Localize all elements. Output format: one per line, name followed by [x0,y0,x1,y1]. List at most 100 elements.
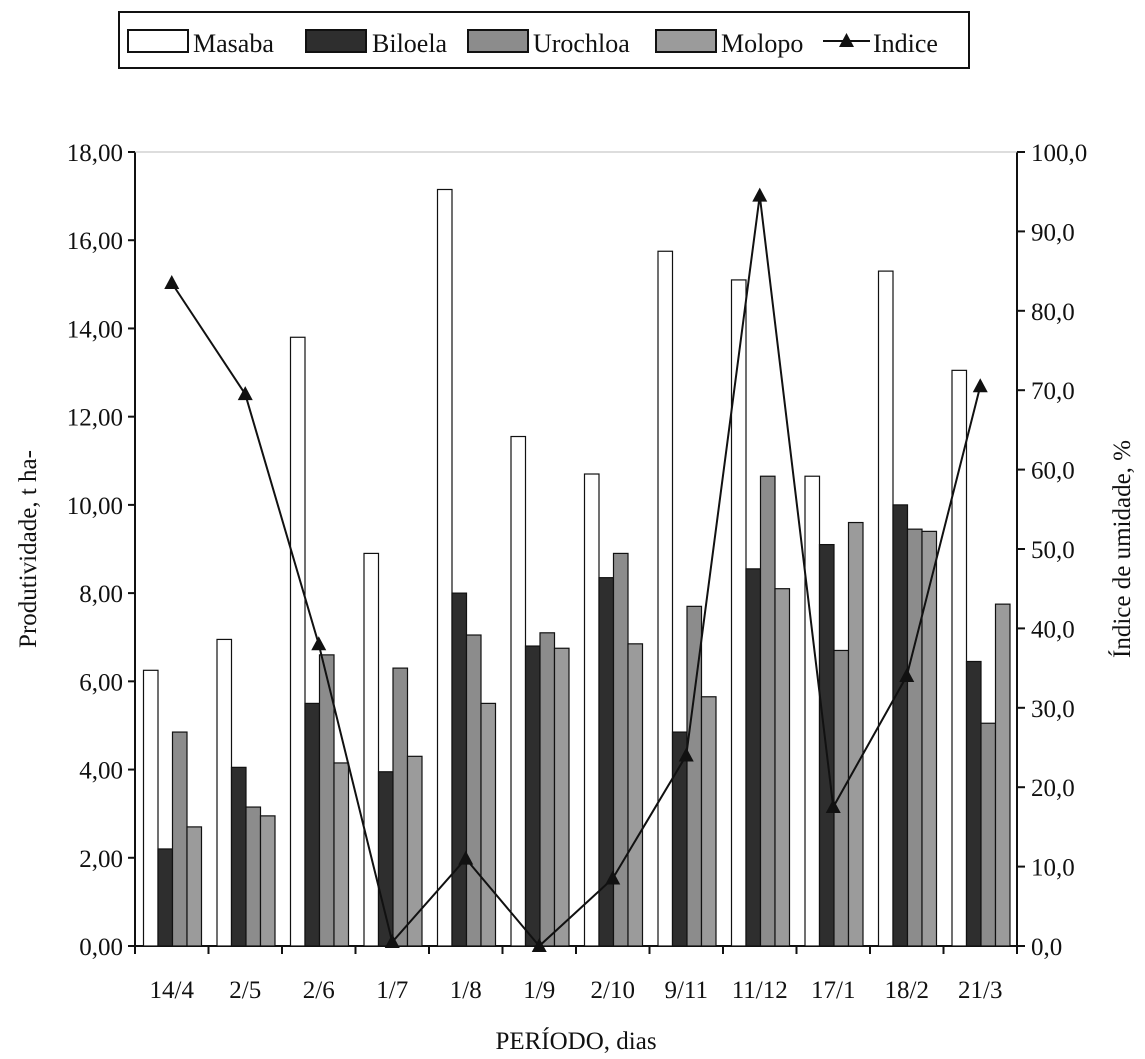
bar-urochloa [245,806,262,947]
bar-masaba [657,250,674,947]
bar-biloela [745,568,762,947]
bar-urochloa [612,552,629,947]
y-tick-label-right: 60,0 [1031,458,1075,485]
bar-molopo [700,696,717,947]
y-axis-title-left: Produtividade, t ha- [15,450,42,648]
indice-marker [384,934,400,949]
indice-marker [164,275,180,290]
indice-line [170,195,982,948]
legend-swatch-molopo [655,29,717,53]
bar-urochloa [392,667,409,947]
legend-marker-indice [839,33,854,47]
bar-urochloa [906,528,923,947]
y-tick-label-left: 12,00 [67,405,123,432]
legend-label-biloela: Biloela [372,29,448,58]
y-tick-label-left: 4,00 [79,758,123,785]
bar-masaba [510,435,527,947]
x-tick-label: 1/9 [523,977,555,1004]
bar-molopo [627,643,644,947]
indice-marker [531,938,547,952]
bar-biloela [157,848,174,947]
x-tick-label: 17/1 [811,977,855,1004]
x-tick-label: 9/11 [664,977,708,1004]
y-axis-title-right: Índice de umidade, % [1108,440,1136,658]
x-tick-label: 21/3 [958,977,1002,1004]
x-tick-label: 1/7 [376,977,408,1004]
indice-marker [752,187,768,202]
y-tick-label-left: 2,00 [79,846,123,873]
x-ticks: 14/4 2/5 2/6 1/7 1/8 1/9 2/10 9/11 11/12 17/1 18/2… [134,946,1018,1004]
bar-masaba [583,473,600,947]
bar-masaba [436,188,453,947]
bar-urochloa [171,731,188,947]
y-tick-label-right: 70,0 [1031,378,1075,405]
legend-label-indice: Indice [873,29,938,58]
bar-masaba [216,638,233,947]
indice-marker [972,378,988,393]
bar-biloela [304,702,321,947]
bar-molopo [921,530,938,947]
x-tick-label: 2/6 [303,977,335,1004]
indice-marker [678,747,694,762]
bar-biloela [230,766,247,947]
bar-biloela [524,645,541,947]
x-tick-label: 1/8 [450,977,482,1004]
bar-molopo [774,588,791,947]
x-tick-label: 2/10 [591,977,635,1004]
x-tick-label: 18/2 [885,977,929,1004]
legend-swatch-urochloa [467,29,529,53]
bar-masaba [142,669,159,947]
bar-urochloa [833,649,850,947]
indice-marker [605,870,621,885]
y-tick-label-right: 90,0 [1031,219,1075,246]
x-tick-label: 14/4 [150,977,195,1004]
bar-masaba [951,369,968,947]
y-tick-label-right: 40,0 [1031,616,1075,643]
y-tick-label-left: 6,00 [79,669,123,696]
y-tick-label-right: 30,0 [1031,696,1075,723]
y-tick-label-right: 100,0 [1031,140,1087,167]
y-tick-label-left: 10,00 [67,493,123,520]
bar-molopo [186,826,203,947]
bar-molopo [333,762,350,947]
bar-molopo [994,603,1011,947]
indice-marker [311,636,327,651]
y-tick-label-right: 50,0 [1031,537,1075,564]
y-tick-label-left: 14,00 [67,316,123,343]
legend: Masaba Biloela Urochloa Molopo Indice [118,11,970,69]
x-tick-label: 2/5 [229,977,261,1004]
y-tick-label-right: 0,0 [1031,934,1062,961]
bar-urochloa [759,475,776,947]
y-tick-label-right: 10,0 [1031,855,1075,882]
x-tick-label: 11/12 [732,977,788,1004]
bar-urochloa [465,634,482,947]
bar-biloela [451,592,468,947]
y-tick-label-left: 18,00 [67,140,123,167]
bar-molopo [553,647,570,947]
indice-marker [458,850,474,865]
y-tick-label-left: 8,00 [79,581,123,608]
bar-biloela [598,577,615,947]
bars [142,188,1011,947]
right-ticks: 0,0 10,0 20,0 30,0 40,0 50,0 60,0 70,0 80,0 90,0 1… [1017,140,1087,961]
indice-marker [825,799,841,814]
bar-molopo [480,702,497,947]
bar-masaba [363,552,380,947]
bar-masaba [730,279,747,947]
bar-masaba [877,270,894,947]
legend-label-urochloa: Urochloa [533,29,630,58]
bar-urochloa [539,632,556,947]
bar-molopo [259,815,276,947]
bar-molopo [847,521,864,947]
legend-label-molopo: Molopo [721,29,803,58]
indice-marker [899,668,915,683]
bar-masaba [289,336,306,947]
bar-urochloa [980,722,997,947]
legend-label-masaba: Masaba [193,29,274,58]
x-axis-title: PERÍODO, dias [495,1027,656,1055]
indice-line-layer [164,187,988,952]
bar-biloela [892,504,909,947]
indice-marker [237,386,253,401]
left-ticks: 0,00 2,00 4,00 6,00 8,00 10,00 12,00 14,00 16,00… [67,140,135,961]
